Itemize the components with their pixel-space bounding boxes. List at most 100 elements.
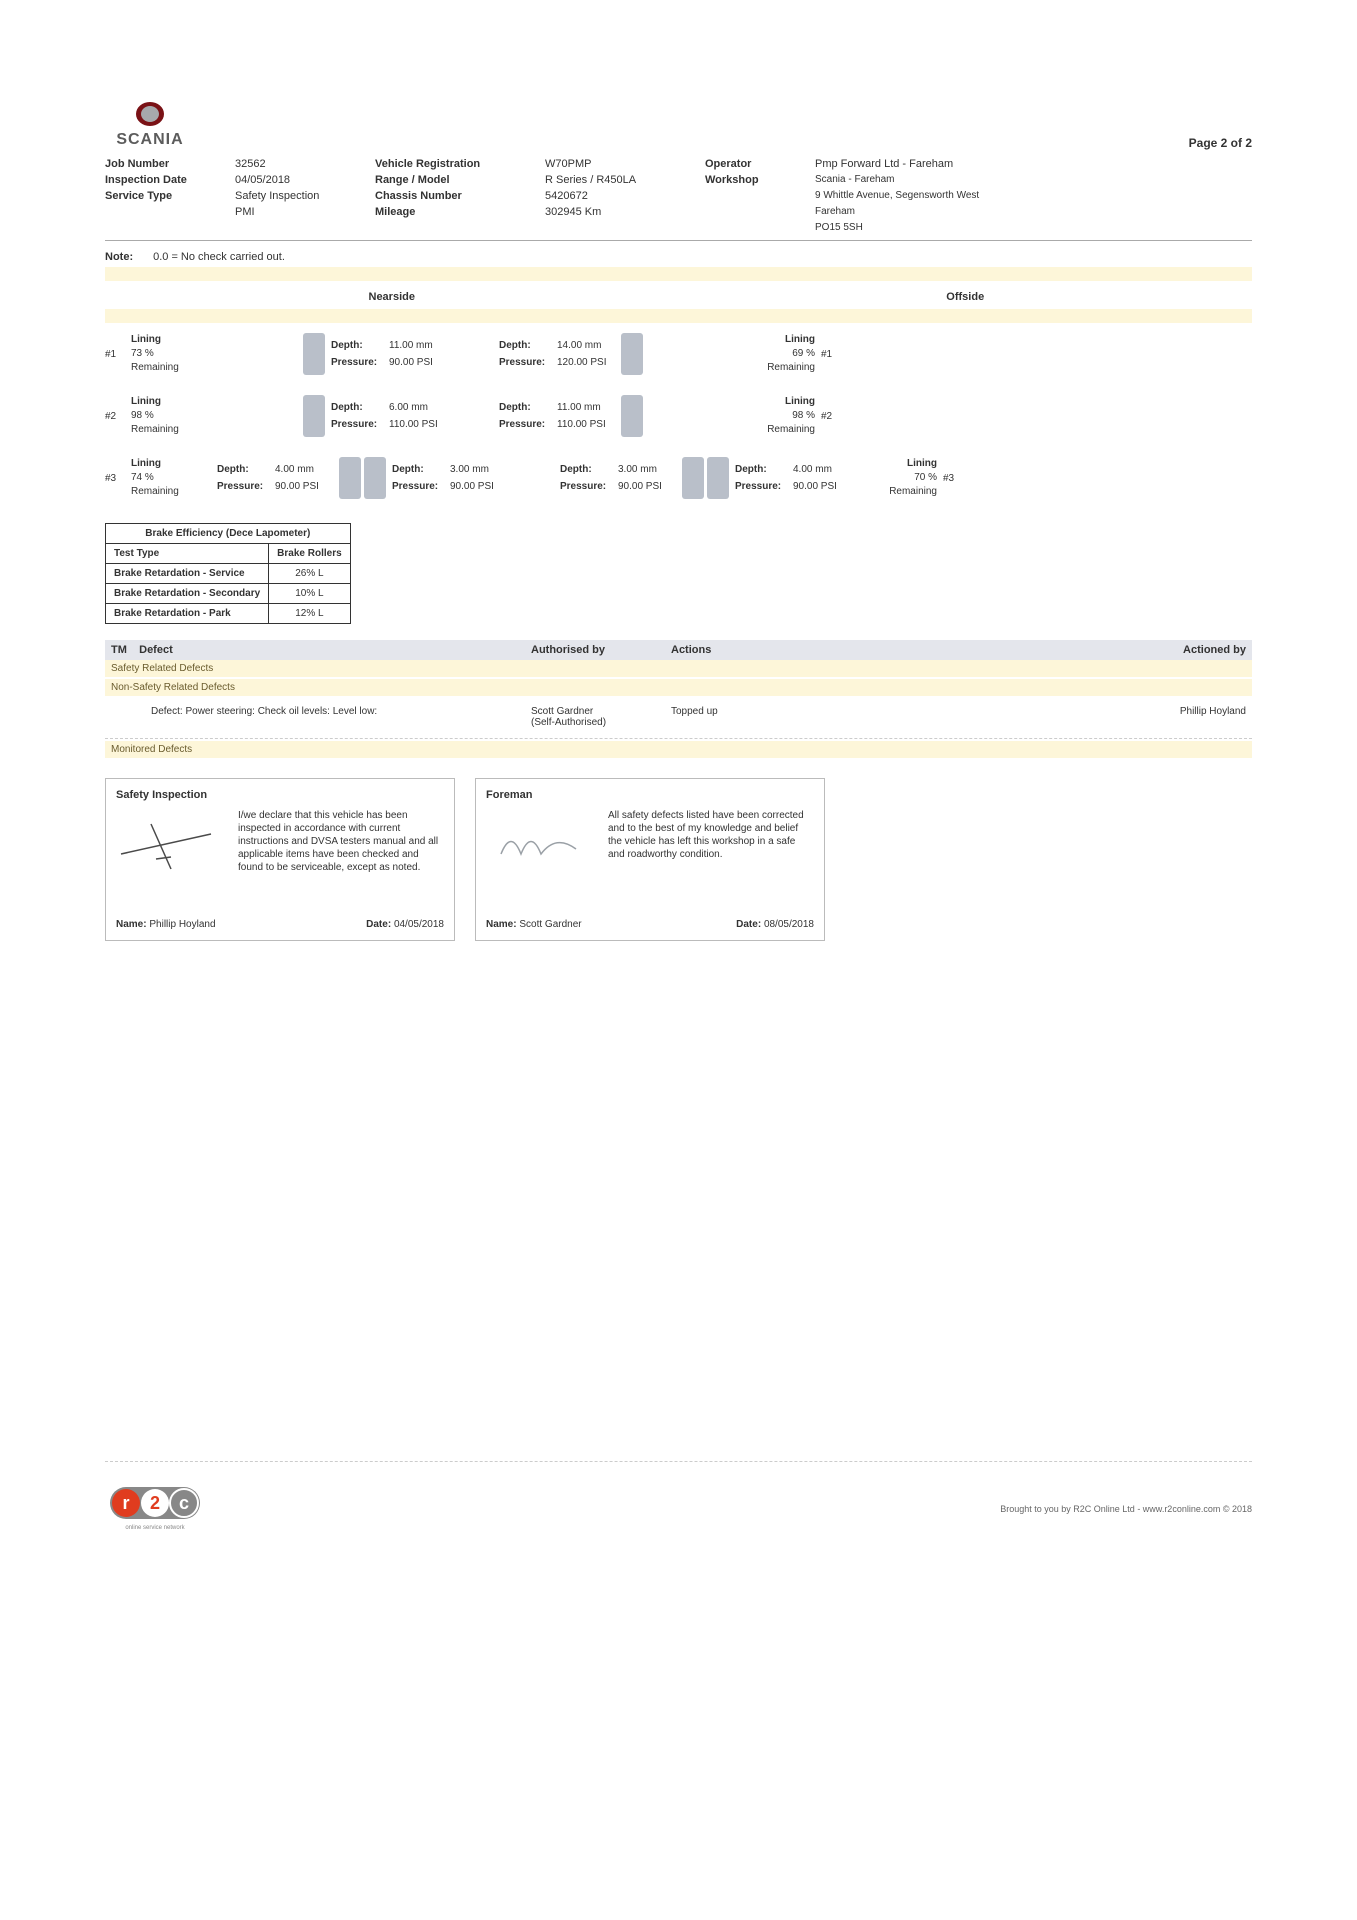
nonsafety-defects-bar: Non-Safety Related Defects	[105, 679, 1252, 696]
safety-defects-bar: Safety Related Defects	[105, 660, 1252, 677]
mileage-label: Mileage	[375, 206, 545, 218]
lining-off: Lining98 %Remaining	[735, 395, 815, 437]
defect-header: TM Defect Authorised by Actions Actioned…	[105, 640, 1252, 660]
axle-number-off: #1	[821, 349, 841, 360]
axle-container: #1Lining73 %RemainingDepth:11.00 mmPress…	[105, 323, 1252, 509]
pressure-value: 110.00 PSI	[389, 419, 447, 430]
operator-label: Operator	[705, 158, 815, 170]
lining-off: Lining69 %Remaining	[735, 333, 815, 375]
foreman-declaration: All safety defects listed have been corr…	[608, 809, 814, 861]
insp-date-label: Date:	[366, 919, 391, 930]
tyre-icon	[682, 457, 729, 499]
pressure-label: Pressure:	[499, 357, 557, 368]
note-text: 0.0 = No check carried out.	[153, 251, 285, 263]
axle-header: Nearside Offside	[105, 285, 1252, 309]
workshop-label: Workshop	[705, 174, 815, 186]
workshop-1: Scania - Fareham	[815, 174, 1252, 186]
depth-label: Depth:	[331, 340, 389, 351]
axle-row: #1Lining73 %RemainingDepth:11.00 mmPress…	[105, 323, 1252, 385]
foreman-signature-box: Foreman All safety defects listed have b…	[475, 778, 825, 941]
depth-label: Depth:	[560, 464, 618, 475]
lining-near: Lining98 %Remaining	[131, 395, 211, 437]
service-type-1: Safety Inspection	[235, 190, 375, 202]
pressure-label: Pressure:	[217, 481, 275, 492]
workshop-4: PO15 5SH	[815, 222, 1252, 234]
header-auth: Authorised by	[531, 644, 671, 656]
r2c-logo: r 2 c online service network	[105, 1482, 215, 1535]
inspection-date: 04/05/2018	[235, 174, 375, 186]
info-grid: Job Number Inspection Date Service Type …	[105, 158, 1252, 241]
monitored-defects-bar: Monitored Defects	[105, 741, 1252, 758]
fore-name-label: Name:	[486, 919, 517, 930]
footer-text: Brought to you by R2C Online Ltd - www.r…	[1000, 1504, 1252, 1514]
depth-label: Depth:	[499, 402, 557, 413]
axle-number-near: #3	[105, 473, 125, 484]
axle-row: #2Lining98 %RemainingDepth:6.00 mmPressu…	[105, 385, 1252, 447]
depth-value: 6.00 mm	[389, 402, 447, 413]
svg-text:r: r	[122, 1493, 129, 1513]
tyre-data: Depth:3.00 mmPressure:90.00 PSI	[392, 464, 508, 492]
test-type-label: Test Type	[106, 544, 269, 564]
lining-near: Lining74 %Remaining	[131, 457, 211, 499]
inspection-date-label: Inspection Date	[105, 174, 235, 186]
scania-logo: SCANIA	[105, 100, 195, 150]
pressure-value: 90.00 PSI	[389, 357, 447, 368]
header: SCANIA Page 2 of 2	[105, 100, 1252, 150]
range-model-label: Range / Model	[375, 174, 545, 186]
pressure-label: Pressure:	[560, 481, 618, 492]
brake-row-1-value: 10% L	[269, 584, 350, 604]
service-type-2: PMI	[235, 206, 375, 218]
chassis-label: Chassis Number	[375, 190, 545, 202]
inspection-signature-box: Safety Inspection I/we declare that this…	[105, 778, 455, 941]
depth-value: 4.00 mm	[275, 464, 333, 475]
axle-row: #3Lining74 %RemainingDepth:4.00 mmPressu…	[105, 447, 1252, 509]
defect-action: Topped up	[671, 706, 1126, 728]
tyre-icon	[303, 395, 325, 437]
page-footer: r 2 c online service network Brought to …	[105, 1461, 1252, 1535]
r2c-tagline: online service network	[125, 1525, 185, 1531]
pressure-value: 90.00 PSI	[793, 481, 851, 492]
tyre-icon	[303, 333, 325, 375]
tyre-data: Depth:3.00 mmPressure:90.00 PSI	[560, 464, 676, 492]
defect-auth: Scott Gardner (Self-Authorised)	[531, 706, 671, 728]
brake-row-2-label: Brake Retardation - Park	[106, 604, 269, 624]
insp-date: 04/05/2018	[394, 919, 444, 930]
brake-row-0-value: 26% L	[269, 564, 350, 584]
defect-auth-name: Scott Gardner	[531, 706, 671, 717]
axle-number-off: #3	[943, 473, 963, 484]
tyre-icon	[339, 457, 386, 499]
tyre-icon	[621, 395, 643, 437]
tyre-data: Depth:6.00 mmPressure:110.00 PSI	[331, 402, 447, 430]
svg-text:SCANIA: SCANIA	[116, 131, 183, 148]
note-line: Note: 0.0 = No check carried out.	[105, 247, 1252, 267]
insp-name-label: Name:	[116, 919, 147, 930]
foreman-title: Foreman	[486, 789, 814, 801]
brake-table-title: Brake Efficiency (Dece Lapometer)	[106, 524, 351, 544]
foreman-signature-icon	[486, 809, 596, 879]
insp-name: Phillip Hoyland	[149, 919, 215, 930]
depth-value: 11.00 mm	[557, 402, 615, 413]
yellow-bar-top	[105, 267, 1252, 281]
defect-text: Defect: Power steering: Check oil levels…	[111, 706, 531, 728]
fore-date-label: Date:	[736, 919, 761, 930]
pressure-value: 120.00 PSI	[557, 357, 615, 368]
vehicle-reg-label: Vehicle Registration	[375, 158, 545, 170]
pressure-label: Pressure:	[499, 419, 557, 430]
pressure-value: 90.00 PSI	[275, 481, 333, 492]
tyre-data: Depth:4.00 mmPressure:90.00 PSI	[217, 464, 333, 492]
pressure-label: Pressure:	[331, 357, 389, 368]
header-defect: Defect	[139, 644, 173, 656]
vehicle-reg: W70PMP	[545, 158, 705, 170]
svg-text:2: 2	[150, 1493, 160, 1513]
fore-date: 08/05/2018	[764, 919, 814, 930]
axle-number-near: #2	[105, 411, 125, 422]
mileage: 302945 Km	[545, 206, 705, 218]
depth-label: Depth:	[499, 340, 557, 351]
header-actions: Actions	[671, 644, 1126, 656]
job-number: 32562	[235, 158, 375, 170]
tyre-data: Depth:11.00 mmPressure:90.00 PSI	[331, 340, 447, 368]
lining-off: Lining70 %Remaining	[857, 457, 937, 499]
axle-number-off: #2	[821, 411, 841, 422]
pressure-value: 90.00 PSI	[450, 481, 508, 492]
nearside-heading: Nearside	[105, 285, 679, 309]
